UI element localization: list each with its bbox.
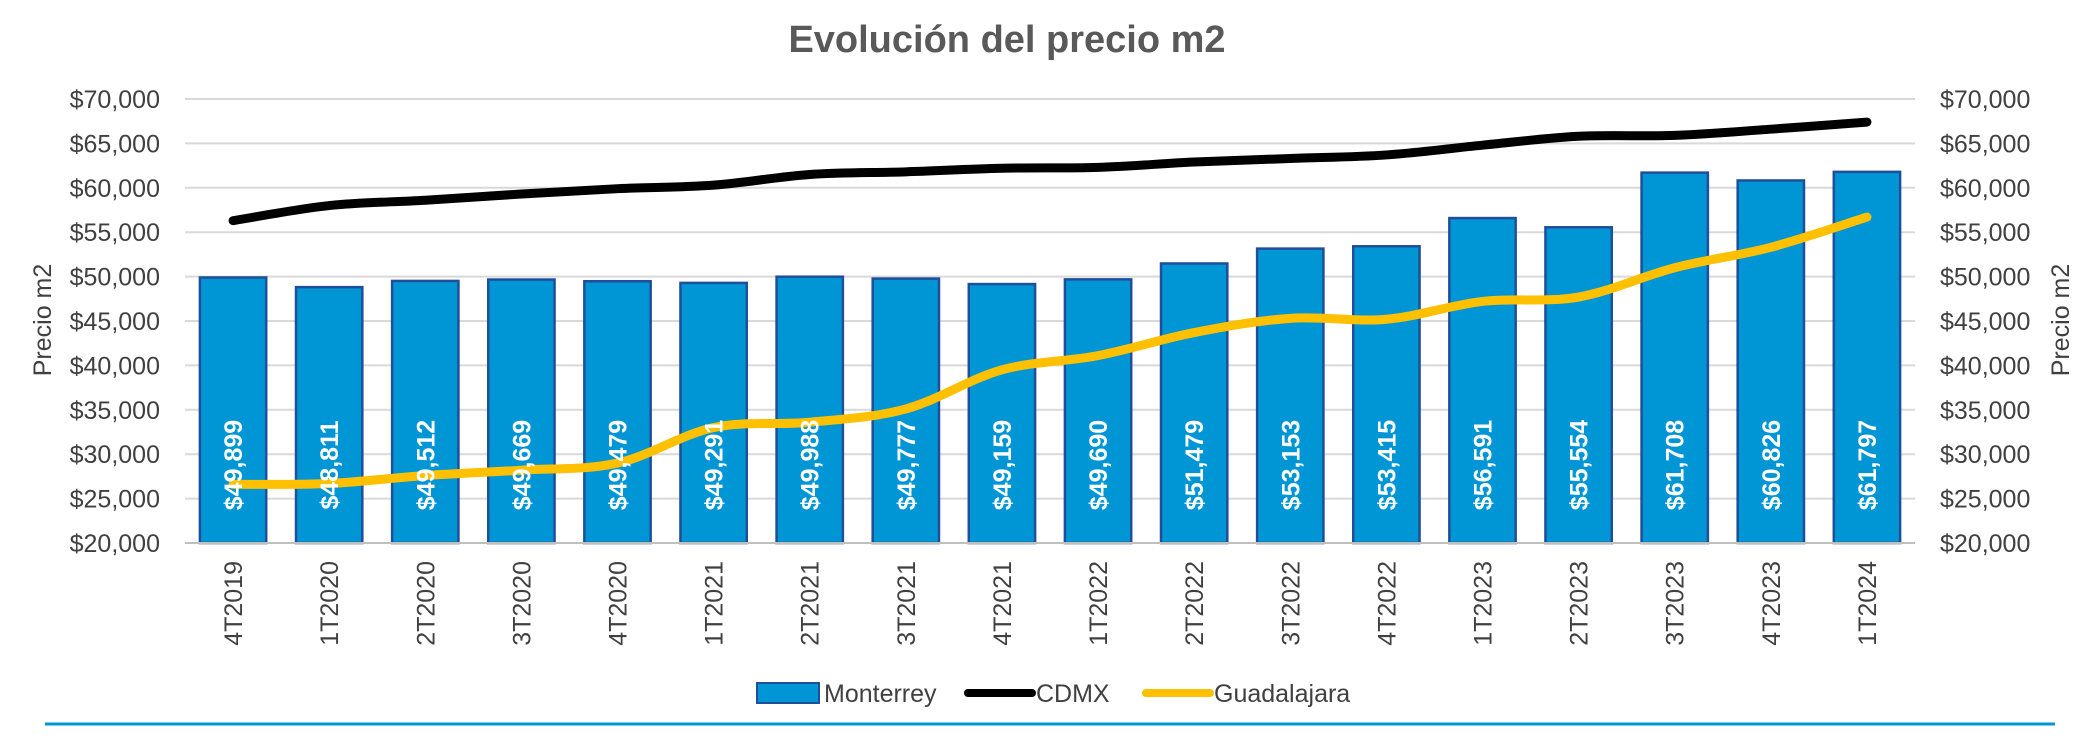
y-axis-title-left: Precio m2 <box>29 264 57 377</box>
bar-monterrey <box>1351 245 1421 545</box>
bar-data-label: $49,159 <box>989 420 1017 510</box>
bar-data-label: $49,899 <box>220 420 248 510</box>
legend-label-cdmx: CDMX <box>1036 680 1110 708</box>
line-cdmx <box>228 117 1872 226</box>
y-tick-label-right: $50,000 <box>1940 264 2030 292</box>
y-tick-label-right: $40,000 <box>1940 352 2030 380</box>
x-tick-label: 4T2022 <box>1373 561 1401 646</box>
y-tick-label-left: $60,000 <box>70 175 160 203</box>
x-tick-label: 1T2024 <box>1854 561 1882 646</box>
bar-monterrey <box>1448 216 1517 545</box>
x-axis: 4T2019 1T2020 2T2020 3T2020 4T2020 1T2021 2T20… <box>185 542 1915 646</box>
bar-monterrey <box>1832 170 1902 545</box>
x-tick-label: 2T2020 <box>412 561 440 646</box>
bar-data-label: $49,291 <box>701 420 729 510</box>
y-tick-label-right: $55,000 <box>1940 219 2030 247</box>
y-tick-label-right: $45,000 <box>1940 308 2030 336</box>
x-tick-label: 4T2021 <box>989 561 1017 646</box>
x-tick-label: 1T2023 <box>1470 561 1498 646</box>
bar-data-label: $49,669 <box>508 420 536 510</box>
y-tick-label-left: $55,000 <box>70 219 160 247</box>
y-tick-label-left: $45,000 <box>70 308 160 336</box>
y-tick-label-right: $60,000 <box>1940 175 2030 203</box>
x-tick-label: 2T2023 <box>1566 561 1594 646</box>
chart-title: Evolución del precio m2 <box>788 19 1225 61</box>
bar-data-label: $48,811 <box>316 420 344 509</box>
bar-data-label: $51,479 <box>1181 420 1209 510</box>
y-tick-label-left: $20,000 <box>70 530 160 558</box>
bar-data-label: $49,988 <box>797 420 825 510</box>
y-tick-label-right: $20,000 <box>1940 530 2030 558</box>
left-y-axis: $20,000 $25,000 $30,000 $35,000 $40,000 $45,0… <box>70 86 160 558</box>
y-tick-label-left: $30,000 <box>70 441 160 469</box>
y-tick-label-left: $70,000 <box>70 86 160 114</box>
bar-monterrey <box>198 276 268 545</box>
line-guadalajara <box>228 212 1872 489</box>
legend-label-guadalajara: Guadalajara <box>1214 680 1350 708</box>
bar-monterrey <box>1255 247 1325 545</box>
bar-monterrey <box>967 282 1037 545</box>
x-tick-label: 1T2021 <box>701 561 729 646</box>
x-tick-label: 2T2021 <box>797 561 825 646</box>
bar-monterrey <box>1640 171 1710 545</box>
bar-data-label: $53,153 <box>1277 420 1305 510</box>
y-tick-label-left: $50,000 <box>70 264 160 292</box>
y-tick-label-left: $40,000 <box>70 352 160 380</box>
y-tick-label-left: $65,000 <box>70 130 160 158</box>
y-tick-label-right: $70,000 <box>1940 86 2030 114</box>
bar-monterrey <box>775 275 845 545</box>
legend-label-monterrey: Monterrey <box>824 680 937 708</box>
x-tick-label: 4T2023 <box>1758 561 1786 646</box>
legend: Monterrey CDMX Guadalajara <box>756 680 1350 708</box>
bar-data-label: $56,591 <box>1470 420 1498 510</box>
x-tick-label: 2T2022 <box>1181 561 1209 646</box>
x-tick-label: 4T2019 <box>220 561 248 646</box>
right-y-axis: $20,000 $25,000 $30,000 $35,000 $40,000 $45,0… <box>1940 86 2030 558</box>
bar-monterrey <box>1544 226 1614 545</box>
y-tick-label-right: $30,000 <box>1940 441 2030 469</box>
bar-data-label: $49,479 <box>605 420 633 510</box>
y-axis-title-right: Precio m2 <box>2047 264 2075 377</box>
legend-swatch-monterrey <box>756 682 820 704</box>
bar-monterrey <box>486 278 556 545</box>
bar-data-label: $53,415 <box>1373 420 1401 510</box>
y-tick-label-left: $35,000 <box>70 397 160 425</box>
bar-data-label: $49,512 <box>412 420 440 510</box>
y-tick-label-right: $25,000 <box>1940 486 2030 514</box>
x-tick-label: 3T2020 <box>508 561 536 646</box>
x-tick-label: 3T2021 <box>893 561 921 646</box>
y-tick-label-right: $35,000 <box>1940 397 2030 425</box>
bar-data-label: $60,826 <box>1758 420 1786 510</box>
x-tick-label: 1T2020 <box>316 561 344 646</box>
bar-monterrey <box>679 281 749 545</box>
bar-data-label: $49,690 <box>1085 420 1113 510</box>
x-tick-label: 4T2020 <box>605 561 633 646</box>
bar-monterrey <box>1063 278 1133 545</box>
bar-data-label: $61,708 <box>1662 420 1690 510</box>
bar-data-labels: $49,899 $48,811 $49,512 $49,669 $49,479 $49,2… <box>220 420 1882 510</box>
bar-monterrey <box>583 279 652 545</box>
y-tick-label-left: $25,000 <box>70 486 160 514</box>
series-lines <box>228 117 1872 489</box>
x-tick-label: 3T2023 <box>1662 561 1690 646</box>
gridlines <box>185 98 1915 500</box>
bar-data-label: $61,797 <box>1854 420 1882 510</box>
bar-data-label: $55,554 <box>1566 420 1594 510</box>
x-tick-label: 3T2022 <box>1277 561 1305 646</box>
x-tick-label: 1T2022 <box>1085 561 1113 646</box>
bar-data-label: $49,777 <box>893 420 921 510</box>
bar-monterrey <box>294 285 364 545</box>
y-tick-label-right: $65,000 <box>1940 130 2030 158</box>
